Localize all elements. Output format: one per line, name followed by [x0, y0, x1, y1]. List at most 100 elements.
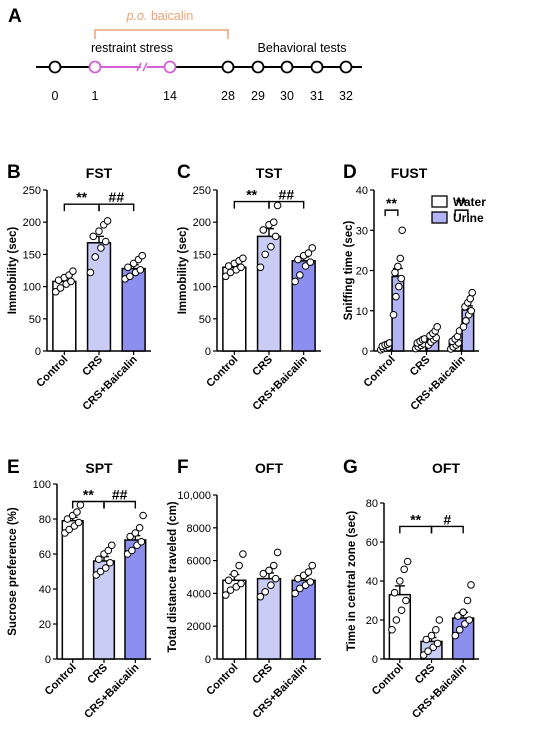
data-point: [69, 267, 77, 275]
chart-c: C TST 0 50 100 150 200 250 Immobility (sec) Contr…: [177, 162, 321, 413]
data-point: [306, 258, 315, 266]
data-point: [296, 271, 304, 279]
chart-title: OFT: [255, 460, 283, 476]
data-point: [462, 317, 470, 325]
data-point: [230, 569, 239, 578]
chart-title: FST: [86, 165, 113, 181]
legend-swatch: [431, 211, 448, 224]
y-tick-label: 200: [193, 217, 211, 229]
chart-d: D FUST 0 10 20 30 40 Sniffing time (sec) Control…: [343, 162, 486, 413]
y-tick-label: 10: [356, 306, 368, 318]
data-point: [107, 541, 116, 550]
panel-label: E: [7, 457, 20, 478]
data-point: [291, 277, 299, 286]
y-tick-label: 80: [366, 498, 378, 510]
data-point: [239, 550, 247, 558]
data-point: [136, 266, 145, 274]
data-point: [261, 250, 269, 259]
x-tick-label: Control: [370, 662, 406, 698]
y-tick-label: 20: [39, 619, 51, 631]
timeline-day-label: 32: [339, 89, 353, 103]
panel-label: C: [177, 162, 191, 183]
data-point: [388, 625, 396, 634]
data-point: [391, 268, 399, 277]
y-tick-label: 20: [356, 266, 368, 278]
data-point: [433, 323, 441, 331]
data-point: [271, 232, 280, 241]
x-tick-label: Control: [43, 662, 79, 698]
bar: [222, 579, 247, 660]
data-point: [89, 232, 98, 241]
y-tick-label: 60: [366, 537, 378, 549]
significance-bracket: [63, 203, 100, 212]
legend-label: Urine: [453, 211, 484, 225]
data-point: [95, 555, 103, 564]
data-point: [269, 218, 278, 226]
data-point: [73, 508, 81, 516]
data-point: [400, 565, 408, 574]
significance-label: ##: [279, 187, 295, 203]
y-tick-label: 80: [39, 514, 51, 526]
data-point: [267, 242, 275, 251]
data-point: [454, 612, 462, 620]
chart-title: OFT: [432, 460, 460, 476]
data-point: [237, 263, 245, 272]
bar: [61, 520, 84, 660]
data-point: [128, 546, 136, 555]
significance-label: ##: [109, 189, 125, 205]
data-point: [126, 532, 134, 541]
x-tick-label: CRS: [413, 662, 438, 687]
data-point: [390, 588, 399, 597]
data-point: [467, 306, 476, 315]
data-point: [101, 564, 110, 572]
x-tick-label: CRS: [80, 354, 105, 379]
data-point: [221, 591, 230, 599]
bar: [256, 235, 282, 352]
data-point: [56, 284, 65, 292]
timeline-day-label: 14: [163, 89, 177, 103]
significance-bracket: [399, 525, 433, 534]
panel-label: G: [343, 457, 358, 478]
y-tick-label: 0: [45, 654, 51, 666]
x-tick-label: CRS: [408, 354, 433, 379]
bar: [291, 579, 316, 660]
data-point: [103, 217, 112, 225]
data-point: [394, 262, 402, 271]
y-tick-label: 0: [35, 346, 41, 358]
y-tick-label: 40: [39, 584, 51, 596]
data-point: [104, 546, 113, 555]
y-tick-label: 250: [193, 185, 211, 197]
timeline-marker: [221, 60, 235, 74]
bar: [291, 260, 316, 352]
data-point: [256, 263, 265, 272]
data-point: [467, 581, 475, 589]
timeline-marker: [310, 60, 324, 74]
y-tick-label: 60: [39, 549, 51, 561]
data-point: [455, 625, 464, 634]
significance-bracket: [430, 525, 464, 534]
data-point: [402, 596, 410, 605]
data-point: [256, 592, 265, 601]
y-tick-label: 50: [199, 314, 211, 326]
y-axis-label: Immobility (sec): [7, 227, 19, 315]
timeline-panel: A p.o. baicalin restraint stress Behavio…: [8, 6, 362, 103]
po-baicalin-label: p.o. baicalin: [126, 9, 194, 23]
timeline-marker: [163, 60, 177, 74]
y-axis-label: Time in central zone (sec): [346, 511, 358, 652]
restraint-stress-label: restraint stress: [91, 41, 173, 55]
y-tick-label: 200: [23, 217, 41, 229]
panel-label-a: A: [8, 6, 22, 27]
data-point: [468, 288, 476, 297]
x-tick-label: CRS+Baicalin: [82, 661, 141, 720]
data-point: [304, 568, 313, 576]
data-point: [463, 596, 472, 605]
data-point: [138, 251, 147, 260]
po-baicalin-bracket: [94, 29, 229, 39]
data-point: [301, 262, 310, 270]
data-point: [273, 201, 282, 210]
x-tick-label: Control: [34, 354, 70, 390]
data-point: [397, 606, 406, 615]
y-tick-label: 20: [366, 615, 378, 627]
y-tick-label: 10,000: [177, 490, 211, 502]
